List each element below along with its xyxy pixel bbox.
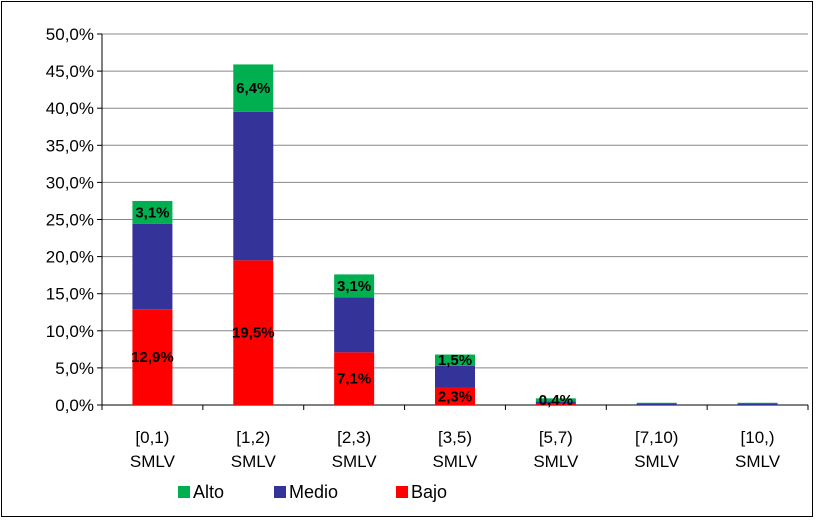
y-tick-label: 0,0%: [55, 396, 94, 415]
bar-alto: [535, 398, 576, 402]
bar-bajo: [435, 387, 475, 405]
bar-alto: [636, 402, 677, 404]
legend-label-alto: Alto: [193, 482, 224, 502]
y-tick-label: 15,0%: [46, 285, 94, 304]
x-tick-label: [5,7): [539, 428, 573, 447]
data-label-alto: 1,5%: [438, 352, 472, 369]
bar-medio: [132, 223, 173, 310]
y-tick-label: 30,0%: [46, 173, 94, 192]
legend-label-medio: Medio: [289, 482, 338, 502]
x-tick-label: SMLV: [332, 452, 378, 471]
bar-medio: [535, 401, 576, 404]
data-label-alto: 3,1%: [135, 204, 169, 221]
x-tick-label: [3,5): [438, 428, 472, 447]
bar-bajo: [132, 309, 173, 405]
bar-medio: [737, 403, 778, 405]
bar-bajo: [334, 352, 375, 405]
bar-bajo: [535, 403, 576, 405]
x-tick-label: [1,2): [236, 428, 270, 447]
x-tick-label: SMLV: [533, 452, 579, 471]
data-label-bajo: 2,3%: [438, 388, 472, 405]
legend-swatch-bajo: [396, 486, 408, 498]
data-label-bajo: 7,1%: [337, 371, 371, 388]
y-tick-label: 45,0%: [46, 62, 94, 81]
legend-swatch-alto: [178, 486, 190, 498]
bar-medio: [435, 365, 475, 388]
x-tick-label: [7,10): [635, 428, 678, 447]
x-tick-label: SMLV: [735, 452, 781, 471]
y-tick-label: 10,0%: [46, 322, 94, 341]
bar-alto: [132, 200, 173, 224]
bar-alto: [334, 274, 375, 298]
data-label-bajo: 12,9%: [131, 349, 174, 366]
bar-alto: [435, 354, 475, 366]
legend-swatch-medio: [274, 486, 286, 498]
bar-medio: [334, 297, 375, 353]
x-tick-label: [2,3): [337, 428, 371, 447]
x-tick-label: SMLV: [130, 452, 176, 471]
bar-bajo: [233, 260, 274, 405]
y-tick-label: 35,0%: [46, 136, 94, 155]
data-label-bajo: 19,5%: [232, 325, 275, 342]
bar-medio: [636, 403, 677, 405]
bar-alto: [737, 402, 778, 404]
data-label-alto: 0,4%: [539, 392, 573, 409]
x-tick-label: [10,): [741, 428, 775, 447]
y-tick-label: 25,0%: [46, 211, 94, 230]
bar-medio: [233, 111, 274, 261]
bar-alto: [233, 64, 274, 112]
y-tick-label: 40,0%: [46, 99, 94, 118]
x-tick-label: SMLV: [432, 452, 478, 471]
data-label-alto: 3,1%: [337, 278, 371, 295]
y-tick-label: 50,0%: [46, 25, 94, 44]
x-tick-label: SMLV: [231, 452, 277, 471]
x-tick-label: SMLV: [634, 452, 680, 471]
data-label-alto: 6,4%: [236, 80, 270, 97]
y-tick-label: 5,0%: [55, 359, 94, 378]
y-tick-label: 20,0%: [46, 248, 94, 267]
x-tick-label: [0,1): [135, 428, 169, 447]
legend-label-bajo: Bajo: [411, 482, 447, 502]
